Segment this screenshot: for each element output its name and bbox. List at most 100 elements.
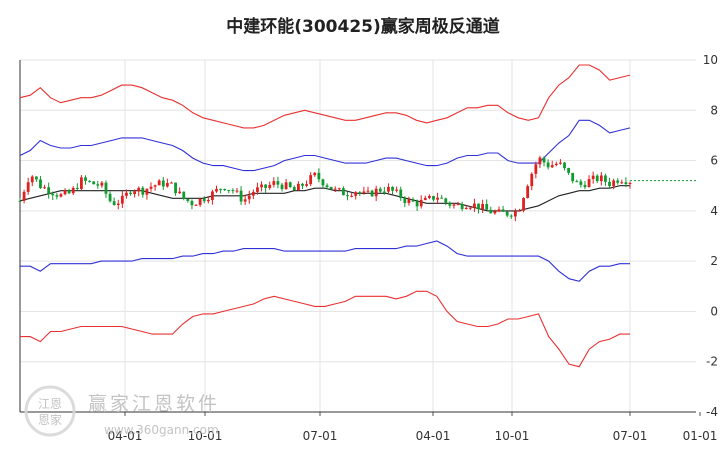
candle-body (215, 188, 218, 192)
watermark: 江恩 恩家 赢家江恩软件 www.360gann.com (24, 385, 220, 437)
candle-body (432, 196, 435, 200)
candle-body (178, 191, 182, 194)
y-tick-label: 10 (703, 53, 718, 67)
y-axis: 10 8 6 4 2 0 -2 -4 (703, 53, 718, 419)
candle-body (96, 184, 100, 186)
candle-body (227, 190, 231, 192)
watermark-url: www.360gann.com (104, 423, 219, 437)
candle-body (251, 191, 255, 196)
candle-body (481, 204, 485, 210)
series-layer (19, 64, 696, 368)
candle-body (256, 187, 259, 192)
candle-body (30, 176, 34, 183)
series-line-inner_upper (19, 119, 631, 172)
candle-body (202, 198, 206, 202)
watermark-name: 赢家江恩软件 (88, 393, 220, 415)
candle-body (100, 182, 104, 186)
candle-body (301, 183, 304, 186)
candle-body (80, 177, 83, 189)
candlestick-layer (18, 155, 632, 222)
candle-body (473, 203, 476, 208)
candle-body (88, 180, 91, 182)
candle-body (260, 184, 263, 188)
candle-body (243, 199, 247, 202)
candle-body (313, 172, 317, 176)
candle-body (608, 181, 611, 187)
candle-body (223, 188, 227, 191)
candle-body (563, 162, 566, 169)
candle-body (264, 184, 268, 188)
candle-body (354, 192, 358, 196)
y-tick-label: 0 (710, 304, 718, 318)
candle-body (309, 175, 313, 185)
x-tick-label: 04-01 (416, 429, 451, 443)
candle-body (501, 209, 505, 212)
candle-body (120, 195, 124, 204)
candle-body (211, 191, 214, 200)
candle-body (292, 187, 296, 191)
candle-body (567, 168, 570, 173)
candle-body (522, 197, 525, 211)
candle-body (317, 172, 321, 180)
candle-body (112, 201, 116, 205)
x-tick-label: 07-01 (303, 429, 338, 443)
candle-body (427, 196, 431, 198)
candle-body (239, 190, 243, 202)
candle-body (489, 209, 493, 214)
candle-body (63, 190, 67, 195)
candle-body (321, 179, 325, 186)
candle-body (84, 177, 87, 181)
candle-body (387, 186, 390, 192)
candle-body (378, 188, 382, 192)
candle-body (497, 209, 501, 212)
candle-body (436, 197, 439, 200)
candle-body (538, 157, 542, 165)
candle-body (104, 182, 108, 194)
candle-body (358, 192, 362, 194)
candle-body (170, 182, 173, 184)
candle-body (509, 215, 513, 217)
candle-body (190, 200, 194, 206)
candle-body (47, 187, 51, 194)
candle-body (59, 194, 63, 197)
candle-body (559, 162, 562, 164)
candle-body (18, 200, 22, 202)
candle-body (288, 182, 292, 188)
candle-body (350, 195, 354, 197)
candle-body (129, 192, 132, 195)
candle-body (43, 187, 46, 189)
candle-body (620, 182, 624, 184)
candle-body (67, 190, 71, 194)
candle-body (382, 191, 386, 193)
candle-body (75, 187, 79, 189)
candle-body (247, 195, 251, 200)
candle-body (325, 185, 329, 187)
candle-body (534, 164, 538, 174)
candle-body (280, 184, 284, 190)
candle-body (186, 198, 190, 201)
x-tick-label: 07-01 (613, 429, 648, 443)
candle-body (530, 173, 534, 187)
x-tick-label: 04-01 (108, 429, 143, 443)
y-tick-label: 6 (710, 154, 718, 168)
candle-body (595, 175, 599, 182)
candle-body (411, 199, 415, 202)
candle-body (153, 185, 157, 187)
candle-body (546, 162, 550, 168)
candle-body (276, 181, 280, 185)
candle-body (92, 181, 96, 185)
candle-body (571, 172, 575, 182)
candle-body (403, 198, 407, 203)
candle-body (374, 188, 378, 197)
grid-lines (20, 59, 696, 413)
candle-body (141, 187, 145, 195)
candle-body (505, 211, 509, 216)
y-tick-label: -4 (706, 405, 718, 419)
candle-body (305, 184, 308, 186)
candle-body (108, 193, 112, 202)
candle-body (395, 189, 399, 191)
candle-body (452, 204, 456, 206)
candle-body (116, 203, 120, 205)
candle-body (419, 199, 423, 207)
